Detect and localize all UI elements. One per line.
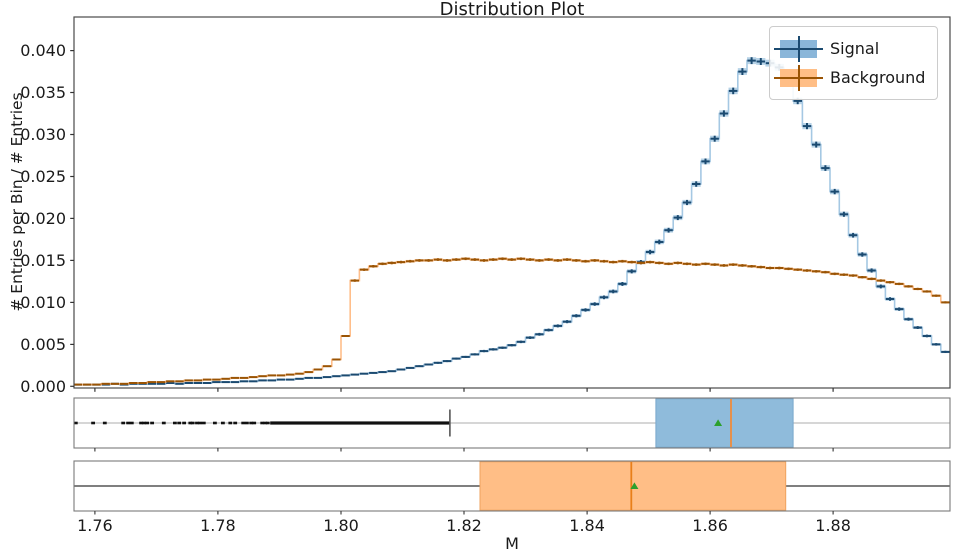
flier-dash	[213, 421, 217, 425]
legend-label-background: Background	[830, 68, 926, 87]
flier-dash	[182, 421, 186, 425]
flier-dash	[161, 421, 166, 425]
flier-dash	[126, 421, 130, 425]
flier-dash	[73, 421, 78, 425]
x-tick-label: 1.80	[323, 516, 359, 535]
legend-entry-signal: Signal	[774, 34, 925, 63]
y-tick-label: 0.030	[20, 125, 66, 144]
flier-dash	[129, 421, 134, 425]
legend: Signal Background	[769, 26, 939, 100]
signal-mean-marker	[714, 419, 723, 426]
signal-error-bands	[74, 57, 950, 386]
main-ticks	[70, 49, 834, 392]
chart-title: Distribution Plot	[439, 0, 585, 20]
y-tick-label: 0.000	[20, 377, 66, 396]
background-error-bands	[74, 257, 950, 386]
background-box-ticks	[94, 511, 834, 515]
x-axis-label: M	[505, 534, 519, 549]
flier-dash	[102, 421, 107, 425]
x-tick-label: 1.78	[200, 516, 236, 535]
x-tick-label: 1.88	[815, 516, 851, 535]
flier-dash	[245, 421, 249, 425]
background-mean-marker	[630, 482, 639, 489]
x-tick-label: 1.76	[77, 516, 113, 535]
flier-dash	[221, 421, 225, 425]
y-tick-label: 0.020	[20, 209, 66, 228]
legend-label-signal: Signal	[830, 39, 880, 58]
y-tick-label: 0.025	[20, 167, 66, 186]
flier-dash	[145, 421, 150, 425]
legend-entry-background: Background	[774, 63, 926, 92]
flier-dash	[139, 421, 143, 425]
flier-dash	[241, 421, 246, 425]
y-tick-label: 0.015	[20, 251, 66, 270]
flier-dash	[173, 421, 177, 425]
background-box-axes-frame	[73, 460, 951, 512]
background-step-line	[74, 257, 950, 386]
flier-dash	[142, 421, 146, 425]
flier-dash	[121, 421, 126, 425]
x-tick-label: 1.84	[569, 516, 605, 535]
flier-dash	[150, 421, 154, 425]
main-plot-area	[74, 57, 950, 386]
flier-dash	[188, 421, 193, 425]
x-tick-label: 1.86	[692, 516, 728, 535]
flier-dash	[177, 421, 182, 425]
flier-dash	[252, 421, 257, 425]
y-tick-label: 0.035	[20, 83, 66, 102]
signal-bin-markers	[74, 57, 950, 386]
y-tick-labels: 0.000 0.005 0.010 0.015 0.020 0.025 0.030 0.035…	[20, 41, 66, 396]
signal-errorbar-vline-icon	[797, 35, 800, 62]
flier-dash	[263, 421, 268, 425]
signal-fliers	[73, 421, 450, 425]
background-bin-markers	[74, 257, 950, 386]
y-axis-label: # Entries per Bin / # Entries	[8, 92, 26, 312]
y-tick-label: 0.010	[20, 293, 66, 312]
flier-dash	[201, 421, 206, 425]
background-errorbar-vline-icon	[797, 64, 800, 91]
flier-dash	[228, 421, 233, 425]
flier-dash	[195, 421, 199, 425]
flier-dash	[265, 421, 270, 425]
signal-step-line	[74, 59, 950, 386]
flier-dash	[249, 421, 254, 425]
background-swatch-icon	[774, 64, 823, 91]
signal-box-ticks	[94, 448, 834, 452]
flier-dash	[260, 421, 265, 425]
flier-dash	[233, 421, 238, 425]
x-tick-label: 1.82	[446, 516, 482, 535]
signal-box	[655, 398, 794, 448]
x-tick-labels: 1.76 1.78 1.80 1.82 1.84 1.86 1.88	[77, 516, 851, 535]
signal-box-axes-frame	[73, 397, 951, 449]
y-tick-label: 0.005	[20, 335, 66, 354]
flier-dash	[91, 421, 95, 425]
flier-dash	[190, 421, 195, 425]
flier-dash	[198, 421, 202, 425]
flier-dense-band	[270, 421, 450, 425]
y-tick-label: 0.040	[20, 41, 66, 60]
signal-swatch-icon	[774, 35, 823, 62]
main-axes-frame	[73, 16, 951, 389]
